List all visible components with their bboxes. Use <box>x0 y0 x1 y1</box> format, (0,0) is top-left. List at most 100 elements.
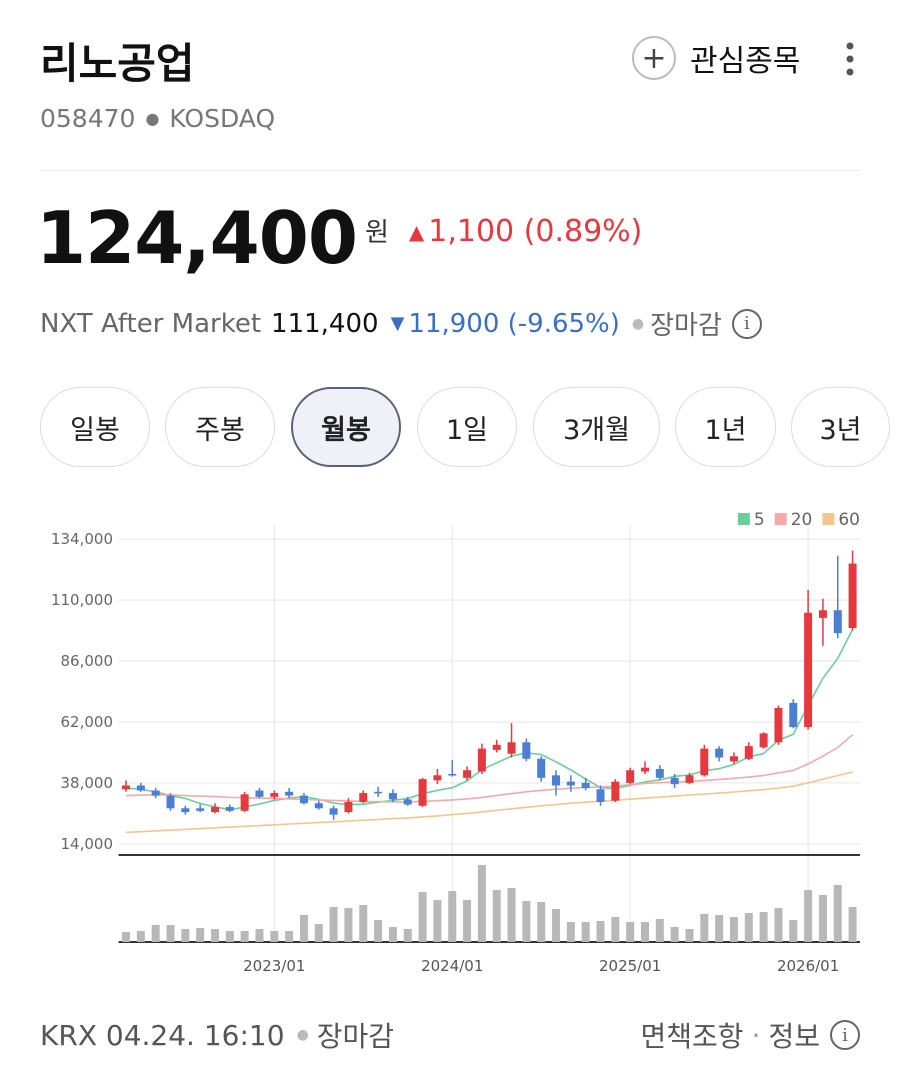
candle-body <box>433 775 442 781</box>
period-tab[interactable]: 3개월 <box>533 387 660 467</box>
y-tick-label: 38,000 <box>61 774 114 792</box>
source: KRX 04.24. 16:10 <box>40 1018 285 1052</box>
candle-body <box>848 563 857 629</box>
disclaimer-link[interactable]: 면책조항 <box>640 1020 744 1053</box>
info-link[interactable]: 정보 <box>768 1020 820 1053</box>
separator: · <box>751 1018 761 1052</box>
candle-body <box>314 803 323 809</box>
price: 124,400 <box>36 196 358 280</box>
period-tab[interactable]: 1일 <box>417 387 517 467</box>
volume-bar <box>552 909 561 942</box>
volume-bar <box>596 921 605 942</box>
candle-body <box>181 808 190 813</box>
volume-bar <box>581 922 590 942</box>
period-tab[interactable]: 1년 <box>675 387 776 467</box>
candle-body <box>166 795 175 809</box>
candle-body <box>344 801 353 813</box>
volume-bar <box>196 928 205 942</box>
stock-code: 058470 <box>40 104 136 133</box>
footer-right: 면책조항 · 정보 i <box>641 1015 860 1055</box>
ma-line <box>125 771 853 834</box>
more-menu[interactable] <box>840 40 860 80</box>
period-tab[interactable]: 월봉 <box>291 387 401 467</box>
legend-swatch <box>822 513 835 525</box>
after-market-status: 장마감 <box>650 311 722 341</box>
volume-bar <box>670 927 679 942</box>
x-tick-label: 2025/01 <box>599 957 661 975</box>
legend-label: 5 <box>754 510 765 530</box>
candle-body <box>744 746 753 759</box>
volume-bar <box>818 895 827 942</box>
candle-body <box>210 807 219 813</box>
volume-bar <box>299 915 308 942</box>
dot <box>846 68 854 76</box>
volume-bar <box>359 905 368 942</box>
candle-body <box>789 702 798 728</box>
plus-icon: + <box>632 36 676 80</box>
candle-body <box>522 742 531 759</box>
after-market-price: 111,400 <box>271 308 379 339</box>
candle-body <box>477 748 486 772</box>
candle-body <box>225 807 234 811</box>
volume-bar <box>255 929 264 942</box>
candle-body <box>240 794 249 811</box>
watch-button[interactable]: + 관심종목 <box>632 36 800 80</box>
candle-body <box>285 791 294 796</box>
period-tab[interactable]: 일봉 <box>40 387 150 467</box>
volume-bar <box>151 925 160 942</box>
dot <box>846 42 854 50</box>
info-icon[interactable]: i <box>731 308 762 339</box>
candle-body <box>700 748 709 776</box>
volume-bar <box>329 907 338 942</box>
legend-label: 20 <box>791 510 813 530</box>
volume-bar <box>507 888 516 942</box>
candle-body <box>566 781 575 786</box>
volume-bar <box>374 920 383 942</box>
candle-body <box>729 756 738 762</box>
candle-body <box>270 793 279 797</box>
candle-body <box>715 748 724 758</box>
volume-bar <box>240 931 249 942</box>
x-tick-label: 2023/01 <box>243 957 305 975</box>
stock-code-line: 058470 ● KOSDAQ <box>40 104 275 133</box>
volume-bar <box>626 922 635 942</box>
price-line: 124,400 원 ▲ 1,100 (0.89%) <box>36 196 642 280</box>
candle-body <box>507 742 516 754</box>
after-market-line: NXT After Market 111,400 ▼ 11,900 (-9.65… <box>40 305 762 342</box>
info-icon[interactable]: i <box>830 1020 860 1050</box>
chart: 14,000 38,000 62,000 86,000 110,000 134,000 20… <box>51 510 860 975</box>
candle-body <box>492 744 501 750</box>
separator: ● <box>631 315 645 332</box>
volume-bar <box>611 917 620 942</box>
volume-bar <box>270 931 279 942</box>
after-market-change: 11,900 (-9.65%) <box>408 308 620 339</box>
volume-bar <box>285 931 294 942</box>
candle-body <box>804 612 813 728</box>
volume-bar <box>522 901 531 942</box>
volume-bar <box>344 908 353 942</box>
candle-body <box>552 775 561 786</box>
volume-bar <box>789 920 798 942</box>
candle-body <box>388 793 397 800</box>
candle-body <box>255 790 264 797</box>
volume-bar <box>403 929 412 942</box>
volume-bar <box>418 892 427 942</box>
period-tab[interactable]: 주봉 <box>165 387 275 467</box>
candle-body <box>537 758 546 778</box>
candle-body <box>122 785 131 790</box>
volume-bar <box>655 919 664 942</box>
after-market-label: NXT After Market <box>40 308 262 339</box>
up-arrow: ▲ <box>408 220 425 244</box>
y-tick-label: 62,000 <box>61 713 114 731</box>
y-tick-label: 14,000 <box>61 835 114 853</box>
volume-bar <box>210 929 219 942</box>
candle-body <box>136 785 145 791</box>
price-change: 1,100 (0.89%) <box>428 214 643 249</box>
market-status: 장마감 <box>316 1020 395 1053</box>
y-tick-label: 134,000 <box>51 530 113 548</box>
period-tab[interactable]: 3년 <box>791 387 890 467</box>
divider <box>40 170 860 171</box>
volume-bar <box>492 890 501 942</box>
footer-left: KRX 04.24. 16:10 ● 장마감 <box>40 1015 394 1055</box>
candle-body <box>759 733 768 748</box>
